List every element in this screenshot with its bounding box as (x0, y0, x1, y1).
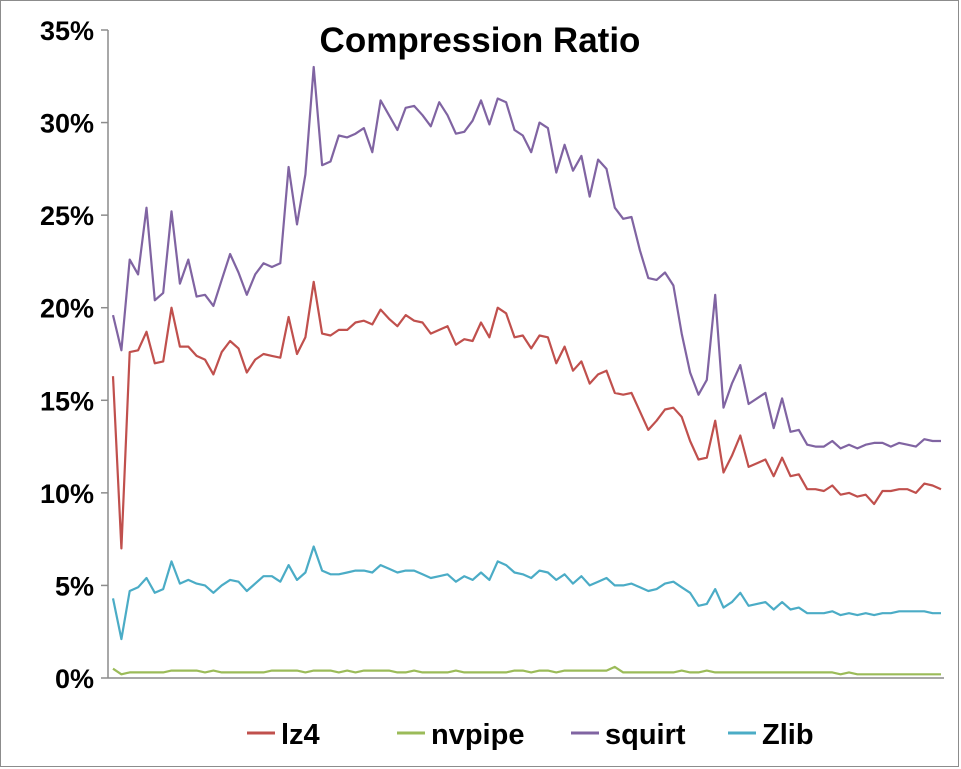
series-lines (111, 65, 942, 676)
legend-label: squirt (605, 719, 686, 751)
y-tick-label: 25% (40, 201, 94, 231)
legend-item-squirt: squirt (571, 719, 686, 751)
legend-item-lz4: lz4 (247, 719, 320, 751)
y-tick-label: 15% (40, 386, 94, 416)
chart-title: Compression Ratio (320, 21, 641, 60)
axes: 0% 5% 10% 15% 20% 25% 30% 35% (40, 16, 944, 694)
legend-label: lz4 (281, 719, 320, 751)
legend-label: nvpipe (431, 719, 524, 751)
series-line-squirt (111, 65, 941, 450)
legend-item-nvpipe: nvpipe (397, 719, 524, 751)
legend-item-zlib: Zlib (728, 719, 814, 751)
y-tick-label: 5% (55, 571, 94, 601)
series-line-zlib (111, 545, 941, 641)
series-line-lz4 (111, 280, 942, 550)
y-tick-label: 20% (40, 294, 94, 324)
legend: lz4 nvpipe squirt Zlib (247, 719, 814, 751)
y-tick-label: 35% (40, 16, 94, 46)
y-tick-label: 0% (55, 664, 94, 694)
legend-label: Zlib (762, 719, 814, 751)
series-line-nvpipe (112, 665, 941, 676)
y-tick-label: 30% (40, 109, 94, 139)
y-tick-label: 10% (40, 479, 94, 509)
